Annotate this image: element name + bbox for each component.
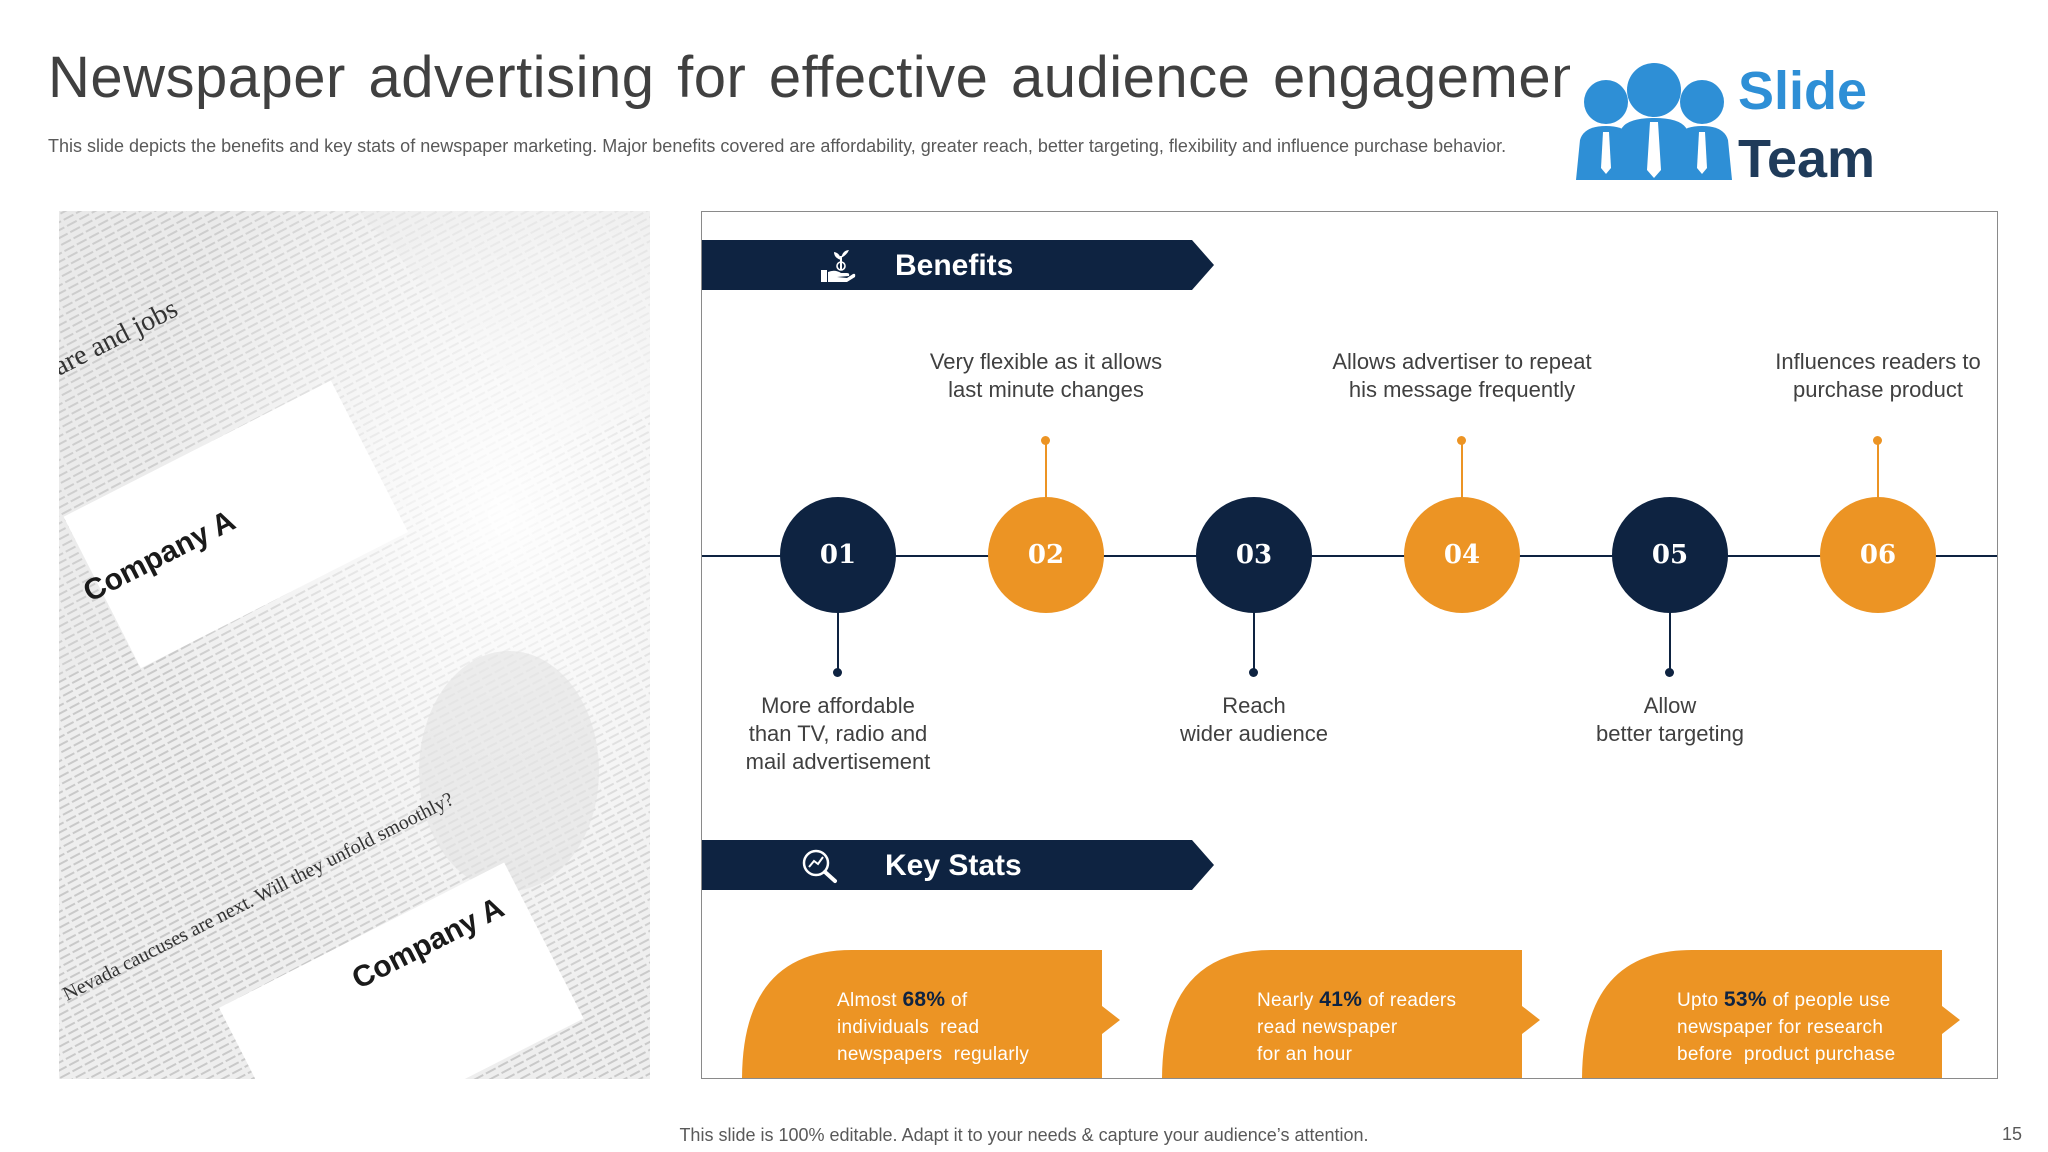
connector-dot-04	[1457, 436, 1466, 445]
connector-05	[1669, 612, 1671, 672]
benefit-03-line1: Reach	[1222, 693, 1286, 718]
stat-2-suffix: of readers	[1362, 990, 1457, 1011]
benefit-02-line2: last minute changes	[948, 377, 1144, 402]
stat-3-value: 53%	[1723, 988, 1767, 1011]
hand-plant-icon	[821, 250, 856, 282]
stat-3-line1: Upto 53% of people use	[1677, 986, 1947, 1014]
benefit-04-line2: his message frequently	[1348, 377, 1576, 402]
benefit-02-text: Very flexible as it allows last minute c…	[896, 348, 1196, 404]
stat-2-text: Nearly 41% of readers read newspaper for…	[1257, 986, 1527, 1068]
benefit-03-line2: wider audience	[1180, 721, 1328, 746]
connector-06	[1877, 440, 1879, 498]
stat-2-line3: for an hour	[1257, 1044, 1353, 1065]
stat-2-prefix: Nearly	[1257, 990, 1320, 1011]
logo-slide-text: Slide	[1738, 61, 1868, 121]
connector-03	[1253, 612, 1255, 672]
slide-title: Newspaper advertising for effective audi…	[48, 45, 1601, 110]
benefit-01-line2: than TV, radio and	[748, 721, 928, 746]
timeline-node-05: 05	[1612, 497, 1728, 613]
stat-3-prefix: Upto	[1677, 990, 1724, 1011]
connector-04	[1461, 440, 1463, 498]
stat-1-suffix: of	[945, 990, 968, 1011]
stat-card-3-shape	[1582, 950, 1960, 1078]
benefit-02-line1: Very flexible as it allows	[929, 349, 1163, 374]
stat-1-prefix: Almost	[837, 990, 903, 1011]
stat-2-value: 41%	[1319, 988, 1363, 1011]
slide-footer: This slide is 100% editable. Adapt it to…	[679, 1125, 1369, 1145]
timeline-node-03: 03	[1196, 497, 1312, 613]
benefit-04-text: Allows advertiser to repeat his message …	[1312, 348, 1612, 404]
stat-card-2: Nearly 41% of readers read newspaper for…	[1162, 950, 1542, 1078]
timeline-node-02: 02	[988, 497, 1104, 613]
stat-card-1-shape	[742, 950, 1120, 1078]
stat-card-3: Upto 53% of people use newspaper for res…	[1582, 950, 1962, 1078]
stat-card-1: Almost 68% of individuals read newspaper…	[742, 950, 1122, 1078]
benefit-06-line1: Influences readers to	[1775, 349, 1981, 374]
benefit-05-line1: Allow	[1643, 693, 1697, 718]
benefit-05-text: Allow better targeting	[1520, 692, 1820, 748]
connector-01	[837, 612, 839, 672]
slideteam-logo: Slide Team	[1570, 56, 1890, 189]
slide-subtitle: This slide depicts the benefits and key …	[48, 136, 1507, 156]
timeline-node-01: 01	[780, 497, 896, 613]
stat-1-line2: individuals read	[837, 1017, 980, 1038]
newspaper-photo: Company A Company A are and jobs Nevada …	[59, 211, 650, 1079]
magnifier-chart-icon	[802, 849, 837, 883]
timeline-node-06: 06	[1820, 497, 1936, 613]
content-panel: Benefits 01 More affordable than TV, rad…	[701, 211, 1998, 1079]
people-icon	[1576, 63, 1732, 180]
timeline-line	[702, 555, 1997, 557]
connector-dot-02	[1041, 436, 1050, 445]
stat-card-2-shape	[1162, 950, 1540, 1078]
benefit-01-text: More affordable than TV, radio and mail …	[702, 692, 988, 776]
benefit-04-line1: Allows advertiser to repeat	[1332, 349, 1592, 374]
benefit-01-line1: More affordable	[761, 693, 915, 718]
stat-1-value: 68%	[902, 988, 946, 1011]
stat-1-text: Almost 68% of individuals read newspaper…	[837, 986, 1107, 1068]
connector-dot-03	[1249, 668, 1258, 677]
benefit-05-line2: better targeting	[1596, 721, 1744, 746]
connector-dot-05	[1665, 668, 1674, 677]
logo-team-text: Team	[1738, 129, 1876, 189]
timeline-node-04: 04	[1404, 497, 1520, 613]
connector-dot-06	[1873, 436, 1882, 445]
benefit-06-line2: purchase product	[1793, 377, 1963, 402]
stat-2-line1: Nearly 41% of readers	[1257, 986, 1527, 1014]
stat-3-suffix: of people use	[1766, 990, 1891, 1011]
page-number: 15	[2001, 1124, 2022, 1144]
stat-2-line2: read newspaper	[1257, 1017, 1398, 1038]
stat-1-line3: newspapers regularly	[837, 1044, 1030, 1065]
stat-3-line2: newspaper for research	[1677, 1017, 1884, 1038]
stat-1-line1: Almost 68% of	[837, 986, 1107, 1014]
stat-3-text: Upto 53% of people use newspaper for res…	[1677, 986, 1947, 1068]
benefit-03-text: Reach wider audience	[1104, 692, 1404, 748]
benefit-06-text: Influences readers to purchase product	[1728, 348, 1997, 404]
benefit-01-line3: mail advertisement	[745, 749, 931, 774]
key-stats-banner: Key Stats	[702, 840, 1214, 890]
connector-dot-01	[833, 668, 842, 677]
newspaper-illustration: Company A Company A are and jobs Nevada …	[59, 211, 650, 1079]
key-stats-heading: Key Stats	[885, 849, 1022, 882]
benefits-banner: Benefits	[702, 240, 1214, 290]
stat-3-line3: before product purchase	[1677, 1044, 1896, 1065]
connector-02	[1045, 440, 1047, 498]
benefits-heading: Benefits	[895, 249, 1014, 282]
